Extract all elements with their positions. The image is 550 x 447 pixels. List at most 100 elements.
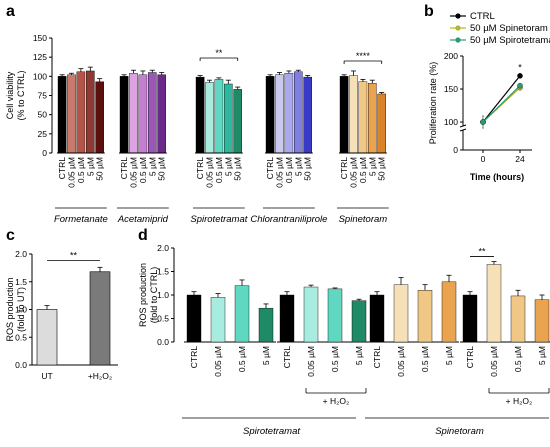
panel-b-y-tick-label: 200: [444, 51, 458, 61]
panel-d-bar: [462, 294, 478, 343]
panel-d-bar: [327, 288, 343, 343]
panel-a-group-label: Spinetoram: [339, 214, 388, 225]
panel-a-bar: [195, 76, 205, 154]
panel-a-bar: [57, 76, 67, 154]
panel-d-bar: [534, 299, 550, 343]
panel-a-y-tick-label: 100: [33, 71, 47, 81]
panel-a-bar: [138, 74, 148, 154]
panel-a-bar: [303, 76, 313, 154]
panel-a-bar: [147, 72, 157, 154]
panel-a-bar: [368, 83, 377, 154]
panel-a-bar: [284, 73, 294, 154]
panel-a-group-label: Acetamiprid: [117, 214, 169, 225]
panel-a-y-tick-label: 75: [38, 91, 48, 101]
panel-c-y-tick-label: 0.5: [15, 332, 27, 342]
panel-a-bar: [119, 76, 129, 154]
panel-a-x-tick-label: CTRL: [265, 157, 275, 179]
panel-a-cell-viability-chart: Cell viability (% to CTRL) 0 25 50 75 100 125 15…: [5, 33, 389, 225]
panel-a-bar: [85, 70, 95, 154]
panel-d-bar: [417, 290, 433, 343]
panel-a-bar: [275, 74, 284, 154]
panel-b-point: [480, 119, 486, 125]
panel-d-bar: [510, 295, 526, 343]
panel-label-c: c: [6, 227, 15, 244]
panel-b-point: [517, 73, 523, 79]
panel-d-bar: [369, 294, 385, 343]
panel-d-y-tick-label: 2.0: [157, 243, 169, 253]
panel-a-x-tick-label: 50 µM: [303, 157, 313, 181]
panel-a-x-tick-label: 5 µM: [147, 157, 157, 176]
panel-a-x-tick-label: 5 µM: [223, 157, 233, 176]
panel-d-x-tick-label: 0.5 µM: [330, 346, 340, 372]
panel-a-bar: [265, 76, 275, 154]
panel-a-x-tick-label: 0.05 µM: [205, 157, 215, 188]
panel-a-bar: [157, 74, 167, 154]
panel-b-y-axis-label: Proliferation rate (%): [428, 62, 438, 145]
panel-b-proliferation-chart: 0 100 150 200 Proliferation rate (%) 0 24 Time …: [428, 11, 550, 182]
panel-a-x-tick-label: 50 µM: [95, 157, 105, 181]
panel-a-x-tick-label: 50 µM: [233, 157, 243, 181]
panel-d-bar: [210, 297, 226, 343]
panel-a-x-tick-label: 50 µM: [157, 157, 167, 181]
panel-d-x-tick-label: CTRL: [282, 346, 292, 368]
panel-d-h2o2-label: + H₂O₂: [323, 396, 350, 406]
panel-d-bar: [186, 294, 202, 343]
panel-c-bar: [89, 271, 111, 366]
panel-a-x-tick-label: 5 µM: [293, 157, 303, 176]
panel-c-ros-chart: ROS production (fold to UT) 0.0 0.5 1.0 1.5 2.…: [5, 249, 118, 381]
panel-d-bar: [258, 307, 274, 343]
panel-d-x-tick-label: 0.5 µM: [513, 346, 523, 372]
panel-a-x-tick-label: 0.5 µM: [138, 157, 148, 183]
panel-d-bar: [279, 294, 295, 343]
panel-d-significance-label: **: [478, 246, 486, 256]
panel-a-bar: [377, 93, 387, 154]
panel-a-x-tick-label: 0.5 µM: [214, 157, 224, 183]
panel-a-x-tick-label: 5 µM: [367, 157, 377, 176]
panel-d-x-tick-label: 0.05 µM: [213, 346, 223, 377]
panel-c-y-tick-label: 1.0: [15, 305, 27, 315]
panel-d-y-axis-label: (fold to CTRL): [149, 267, 159, 324]
panel-d-x-tick-label: 0.5 µM: [420, 346, 430, 372]
panel-b-y-tick-label: 0: [453, 145, 458, 155]
panel-c-y-axis-label: ROS production: [5, 277, 15, 341]
panel-a-x-tick-label: 0.05 µM: [67, 157, 77, 188]
panel-a-bar: [339, 76, 349, 154]
panel-a-y-axis-label: Cell viability: [5, 71, 15, 119]
panel-b-point: [517, 82, 523, 89]
panel-b-legend-label: CTRL: [470, 11, 495, 22]
panel-a-significance-label: ****: [356, 51, 371, 61]
panel-a-bar: [95, 81, 104, 154]
panel-a-y-tick-label: 50: [38, 110, 48, 120]
panel-d-bar: [303, 286, 319, 343]
panel-b-legend-marker: [455, 25, 461, 31]
panel-b-y-tick-label: 100: [444, 117, 458, 127]
panel-c-y-tick-label: 2.0: [15, 249, 27, 259]
panel-d-bar: [351, 300, 367, 343]
panel-d-bar: [486, 264, 502, 343]
panel-a-bar: [129, 73, 138, 154]
panel-a-bar: [233, 89, 243, 154]
panel-a-x-tick-label: 50 µM: [377, 157, 387, 181]
panel-d-x-tick-label: 0.5 µM: [237, 346, 247, 372]
panel-d-x-tick-label: CTRL: [372, 346, 382, 368]
panel-a-bar: [294, 71, 303, 154]
panel-a-x-tick-label: 0.5 µM: [76, 157, 86, 183]
panel-d-x-tick-label: 0.05 µM: [489, 346, 499, 377]
panel-b-significance-label: *: [518, 63, 522, 73]
panel-a-bar: [214, 79, 224, 154]
panel-a-x-tick-label: 0.05 µM: [349, 157, 359, 188]
panel-b-legend-marker: [455, 37, 461, 43]
panel-a-significance-label: **: [215, 48, 223, 58]
panel-a-bar: [349, 75, 358, 154]
panel-d-y-tick-label: 1.5: [157, 267, 169, 277]
panel-a-group-label: Spirotetramat: [190, 214, 247, 225]
panel-d-y-tick-label: 0.5: [157, 314, 169, 324]
panel-a-group-label: Formetanate: [54, 214, 108, 225]
panel-b-y-tick-label: 150: [444, 84, 458, 94]
panel-c-y-axis-label: (fold to UT): [16, 287, 26, 332]
panel-a-group-label: Chlorantraniliprole: [250, 214, 327, 225]
panel-a-x-tick-label: CTRL: [195, 157, 205, 179]
panel-label-d: d: [138, 227, 148, 244]
panel-d-y-axis-label: ROS production: [138, 263, 148, 327]
panel-a-y-tick-label: 125: [33, 52, 47, 62]
